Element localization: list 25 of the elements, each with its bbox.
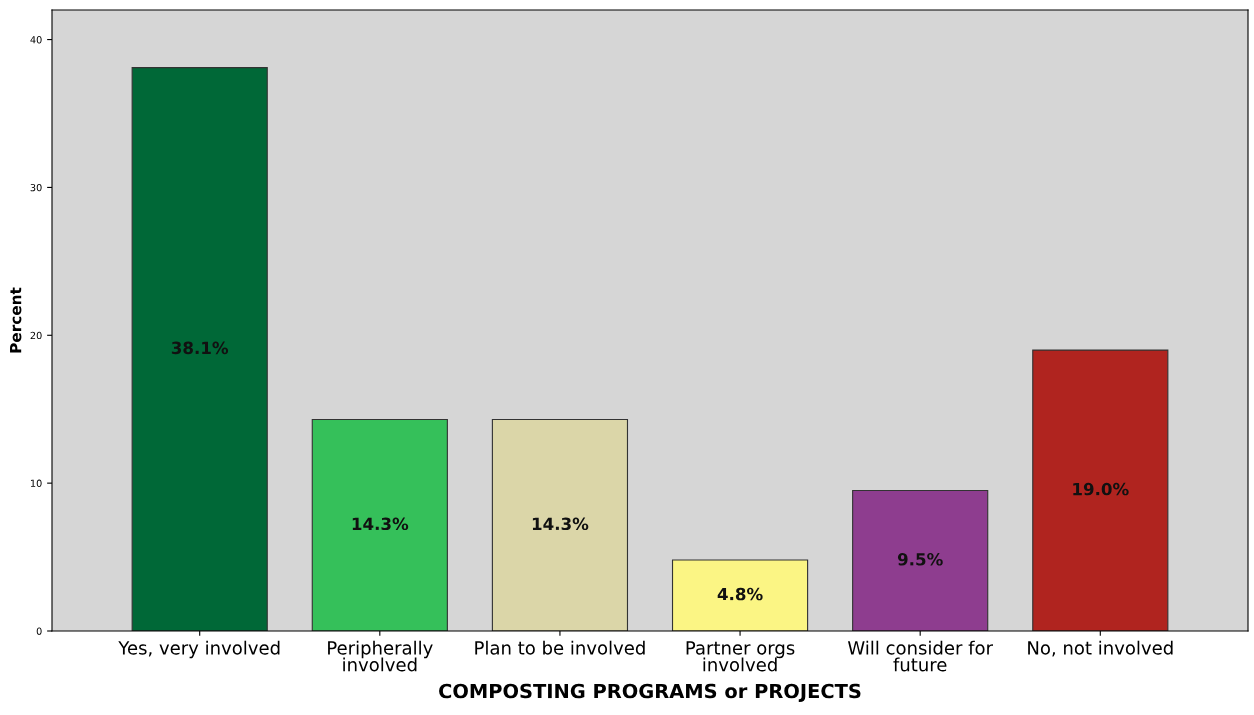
data-label: 14.3% — [352, 517, 409, 531]
bar — [852, 489, 989, 631]
x-axis-title: COMPOSTING PROGRAMS or PROJECTS — [439, 683, 861, 702]
y-tick-label: 20 — [30, 331, 42, 340]
data-label: 14.3% — [532, 517, 589, 531]
bar — [131, 67, 268, 631]
x-tick-label: No, not involved — [1028, 640, 1173, 657]
x-tick-label: Will consider for future — [847, 640, 993, 672]
y-tick-label: 10 — [30, 479, 42, 487]
x-tick-label: Peripherally involved — [328, 640, 433, 672]
y-tick-label: 40 — [30, 36, 42, 44]
bar — [311, 419, 448, 631]
data-label: 38.1% — [171, 341, 229, 355]
bar — [491, 419, 629, 631]
bar — [671, 559, 809, 631]
y-tick-label: 0 — [36, 627, 42, 635]
data-label: 19.0% — [1073, 482, 1129, 496]
x-tick-label: Yes, very involved — [118, 640, 280, 659]
x-tick-label: Partner orgs involved — [686, 641, 795, 672]
y-axis-title: Percent — [10, 287, 22, 353]
y-tick-label: 30 — [30, 183, 42, 192]
data-label: 9.5% — [897, 553, 943, 566]
x-tick-label: Plan to be involved — [475, 640, 645, 655]
data-label: 4.8% — [717, 587, 763, 601]
bar — [1032, 349, 1169, 631]
